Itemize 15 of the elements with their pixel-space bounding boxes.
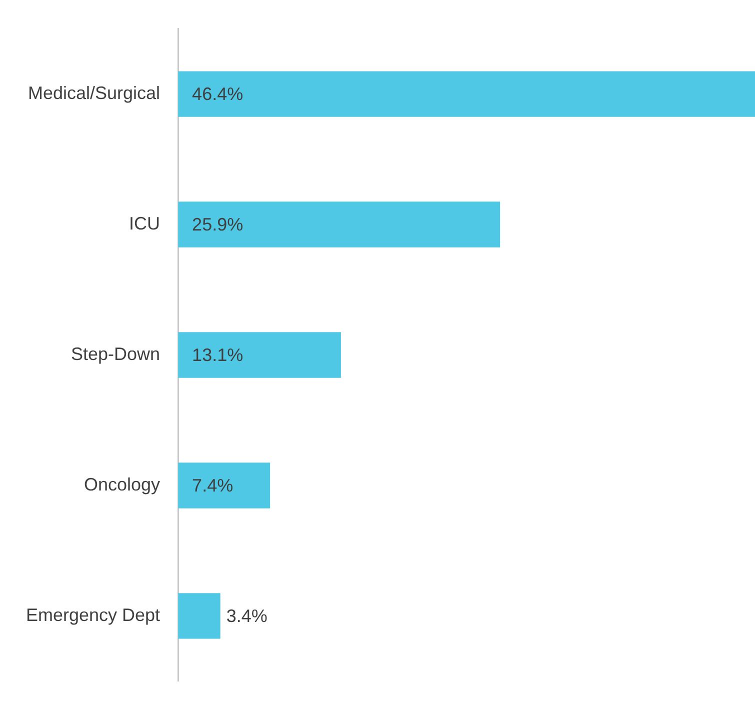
bar <box>178 462 270 508</box>
bar <box>178 332 341 378</box>
data-label: 13.1% <box>192 344 244 365</box>
y-tick-label: Emergency Dept <box>26 604 160 625</box>
bar <box>178 593 220 639</box>
y-tick-label: Medical/Surgical <box>28 83 160 104</box>
data-label: 7.4% <box>192 475 234 496</box>
y-tick-label: Oncology <box>84 474 160 494</box>
bar <box>178 202 500 248</box>
bar <box>178 71 755 117</box>
y-tick-label: Step-Down <box>71 344 160 364</box>
y-tick-label: ICU <box>129 213 160 234</box>
data-label: 3.4% <box>226 606 268 626</box>
data-label: 46.4% <box>192 84 244 104</box>
data-label: 25.9% <box>192 214 244 234</box>
